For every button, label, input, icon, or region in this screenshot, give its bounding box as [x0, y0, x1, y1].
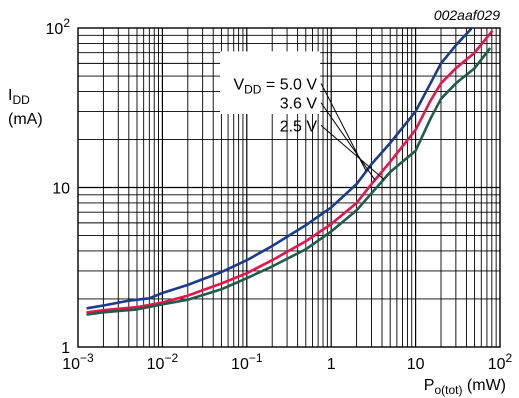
- legend-leader-3: [320, 125, 385, 180]
- x-tick-label: 10−2: [147, 351, 179, 373]
- x-axis-label-unit: (mW): [462, 377, 506, 394]
- legend-leader-2: [320, 102, 376, 181]
- x-tick-label: 10: [407, 356, 425, 373]
- x-axis-label-main: P: [424, 377, 435, 394]
- y-axis-label-main: I: [8, 87, 12, 104]
- series-line-1: [86, 28, 472, 310]
- legend-label-1: VDD = 5.0 V: [233, 76, 317, 96]
- y-axis-label-sub: DD: [12, 93, 30, 107]
- x-tick-label: 102: [488, 351, 513, 373]
- legend-label-2: 3.6 V: [280, 96, 318, 113]
- series-line-2: [86, 30, 494, 314]
- grid-lines: [78, 28, 500, 347]
- x-tick-label: 10−3: [62, 351, 94, 373]
- y-tick-labels: 1 10 102: [46, 16, 71, 357]
- legend: VDD = 5.0 V3.6 V 2.5 V: [233, 76, 317, 135]
- series-line-3: [86, 47, 491, 316]
- y-tick-label: 102: [46, 16, 71, 38]
- y-tick-label: 10: [52, 181, 70, 198]
- y-tick-label: 1: [61, 340, 70, 357]
- x-tick-label: 1: [327, 356, 336, 373]
- x-axis-label: Po(tot) (mW): [424, 377, 506, 397]
- x-tick-label: 10−1: [231, 351, 263, 373]
- legend-label-3: 2.5 V: [280, 118, 318, 135]
- figure-id: 002aaf029: [434, 7, 500, 23]
- x-axis-label-sub: o(tot): [434, 383, 462, 397]
- series-lines: [86, 28, 494, 316]
- y-axis-label: IDD: [8, 87, 30, 107]
- y-axis-unit: (mA): [8, 111, 43, 128]
- legend-background: [220, 51, 321, 115]
- plot-frame: [77, 27, 501, 348]
- legend-leader-lines: [320, 83, 385, 181]
- x-tick-labels: 10−3 10−2 10−1 1 10 102: [62, 351, 512, 373]
